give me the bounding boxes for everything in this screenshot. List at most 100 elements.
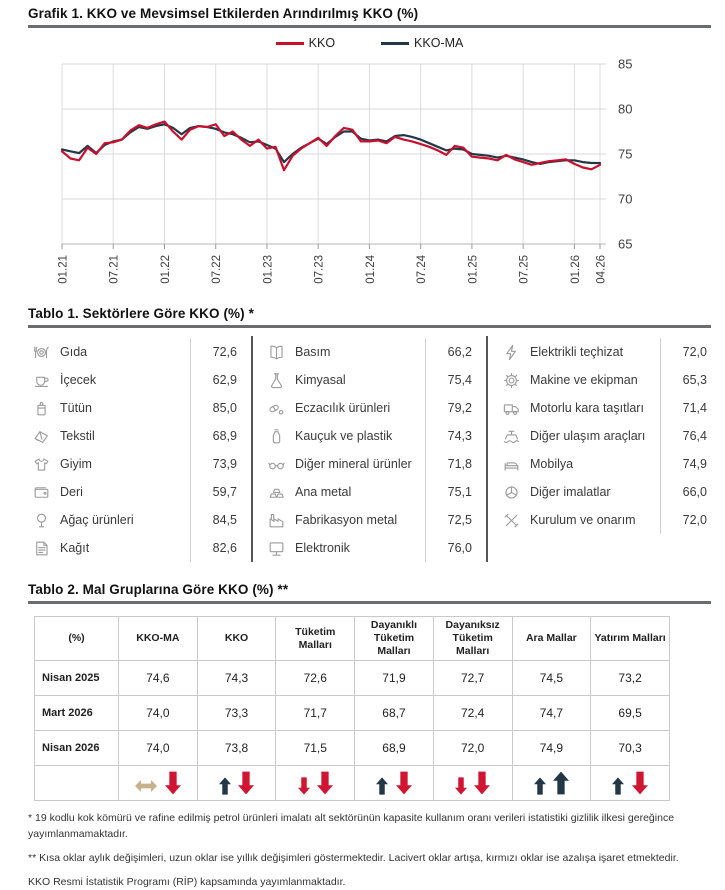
kko-line-swatch: [275, 41, 304, 45]
sector-value: 75,1: [425, 478, 476, 506]
svg-text:07.25: 07.25: [519, 255, 531, 284]
cell: 69,5: [590, 695, 670, 732]
sector-value: 68,9: [190, 422, 241, 450]
arrows-dayaniksiz: [432, 765, 513, 802]
yearly-change-arrow: [164, 769, 181, 797]
sector-value: 62,9: [190, 366, 241, 394]
col-header-kko: KKO: [196, 615, 277, 662]
sector-value: 71,4: [660, 394, 711, 422]
sector-value: 72,6: [190, 338, 241, 366]
sector-row-kagit: Kağıt 82,6: [28, 534, 241, 562]
chart-legend: KKO KKO-MA: [28, 30, 711, 56]
sector-value: 79,2: [425, 394, 476, 422]
cell: 71,9: [354, 660, 434, 697]
sector-value: 74,9: [660, 450, 711, 478]
sector-row-eczacilik: Eczacılık ürünleri 79,2: [263, 394, 476, 422]
col-header-kko-ma: KKO-MA: [118, 615, 198, 662]
col-header-tuketim: Tüketim Malları: [275, 615, 356, 662]
svg-text:85: 85: [618, 57, 632, 72]
arrows-kko-ma: [118, 765, 198, 802]
tablo1-column-3: Elektrikli teçhizat 72,0 Makine ve ekipma…: [486, 336, 711, 562]
empty-cell: [34, 765, 119, 802]
footnotes: * 19 kodlu kok kömürü ve rafine edilmiş …: [28, 811, 711, 890]
monthly-change-arrow: [376, 777, 389, 795]
sector-value: 59,7: [190, 478, 241, 506]
cell: 74,3: [196, 660, 277, 697]
sector-row-elektronik: Elektronik 76,0: [263, 534, 476, 562]
footnote-2: ** Kısa oklar aylık değişimleri, uzun ok…: [28, 851, 679, 864]
grafik1-title: Grafik 1. KKO ve Mevsimsel Etkilerden Ar…: [28, 6, 711, 28]
col-header-dayanikli: Dayanıklı Tüketim Malları: [354, 615, 434, 662]
sector-name: Tütün: [60, 401, 92, 415]
yearly-change-arrow: [474, 769, 491, 797]
kko-line-chart: 65 70 75 80 85 01.21 07.21 01.22 07.22 01.23 07.23…: [58, 57, 633, 284]
wood-icon: [28, 511, 54, 530]
tablo2-header-row: (%) KKO-MA KKO Tüketim Malları Dayanıklı…: [34, 615, 670, 662]
sector-row-kurulum: Kurulum ve onarım 72,0: [498, 506, 711, 534]
svg-text:07.22: 07.22: [211, 255, 223, 284]
svg-text:07.23: 07.23: [314, 255, 326, 284]
legend-label-kko: KKO: [308, 36, 336, 50]
table-row-mart-2026: Mart 2026 74,0 73,3 71,7 68,7 72,4 74,7 …: [34, 695, 670, 732]
sector-value: 85,0: [190, 394, 241, 422]
yearly-change-arrow: [238, 769, 255, 797]
cell: 71,5: [275, 730, 356, 767]
sector-row-giyim: Giyim 73,9: [28, 450, 241, 478]
sector-name: Gıda: [60, 345, 88, 359]
svg-text:70: 70: [618, 192, 632, 207]
sector-value: 72,5: [425, 506, 476, 534]
cell: 68,7: [354, 695, 434, 732]
sector-row-mineral: Diğer mineral ürünler 71,8: [263, 450, 476, 478]
cell: 74,6: [118, 660, 198, 697]
svg-text:01.25: 01.25: [467, 255, 479, 284]
cell: 72,0: [432, 730, 513, 767]
sector-row-agac: Ağaç ürünleri 84,5: [28, 506, 241, 534]
cell: 73,3: [196, 695, 277, 732]
sector-row-icecek: İçecek 62,9: [28, 366, 241, 394]
cell: 68,9: [354, 730, 434, 767]
sector-row-tutun: Tütün 85,0: [28, 394, 241, 422]
footnote-1: * 19 kodlu kok kömürü ve rafine edilmiş …: [28, 812, 675, 840]
monthly-change-arrow: [612, 777, 625, 795]
sector-row-makine: Makine ve ekipman 65,3: [498, 366, 711, 394]
sector-name: Mobilya: [530, 457, 574, 471]
svg-text:04.26: 04.26: [596, 255, 608, 284]
sector-row-elektrikli: Elektrikli teçhizat 72,0: [498, 338, 711, 366]
sector-name: Basım: [295, 345, 331, 359]
svg-text:01.21: 01.21: [58, 255, 70, 284]
sector-value: 74,3: [425, 422, 476, 450]
textile-icon: [28, 427, 54, 446]
cell: 72,4: [432, 695, 513, 732]
cell: 72,6: [275, 660, 356, 697]
monthly-change-arrow: [218, 777, 231, 795]
cell: 74,5: [511, 660, 592, 697]
yearly-change-arrow: [395, 769, 412, 797]
mineral-icon: [263, 455, 289, 474]
sector-row-mobilya: Mobilya 74,9: [498, 450, 711, 478]
truck-icon: [498, 399, 524, 418]
legend-item-kko: KKO: [275, 36, 336, 50]
electronics-icon: [263, 539, 289, 558]
sector-row-kimyasal: Kimyasal 75,4: [263, 366, 476, 394]
sector-row-tekstil: Tekstil 68,9: [28, 422, 241, 450]
footnote-3: KKO Resmi İstatistik Programı (RİP) kaps…: [28, 876, 346, 889]
sector-row-fabmetal: Fabrikasyon metal 72,5: [263, 506, 476, 534]
sector-name: Diğer mineral ürünler: [295, 457, 412, 471]
sector-value: 76,4: [660, 422, 711, 450]
sector-name: Motorlu kara taşıtları: [530, 401, 644, 415]
yearly-change-arrow: [316, 769, 333, 797]
sector-row-basim: Basım 66,2: [263, 338, 476, 366]
sector-name: Diğer ulaşım araçları: [530, 429, 646, 443]
sector-row-gida: Gıda 72,6: [28, 338, 241, 366]
sector-value: 72,0: [660, 506, 711, 534]
printing-icon: [263, 343, 289, 362]
cell: 74,7: [511, 695, 592, 732]
sector-value: 75,4: [425, 366, 476, 394]
food-icon: [28, 343, 54, 362]
monthly-change-arrow: [454, 777, 467, 795]
legend-label-kko-ma: KKO-MA: [414, 36, 464, 50]
pharma-icon: [263, 399, 289, 418]
col-header-yatirim: Yatırım Malları: [590, 615, 670, 662]
monthly-change-arrow: [533, 777, 546, 795]
